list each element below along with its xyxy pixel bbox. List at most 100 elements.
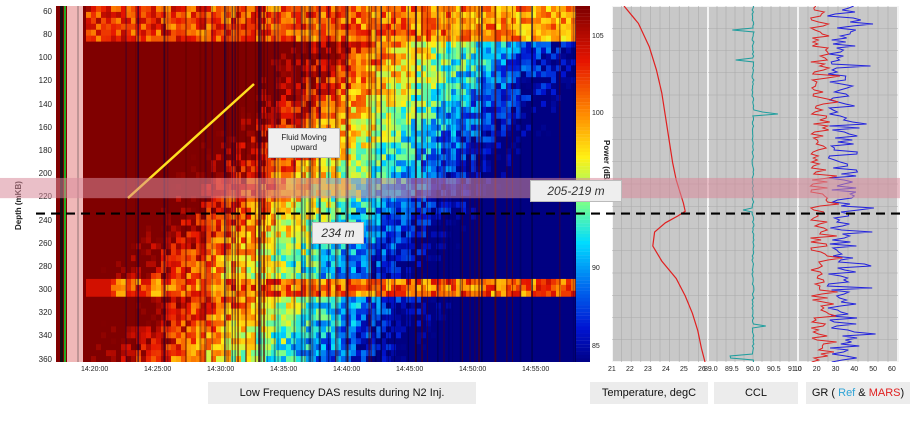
- heatmap-cell: [266, 326, 272, 333]
- heatmap-cell: [356, 148, 362, 155]
- heatmap-cell: [436, 326, 442, 333]
- heatmap-cell: [371, 237, 377, 244]
- heatmap-cell: [456, 231, 462, 238]
- heatmap-cell: [171, 278, 177, 286]
- heatmap-cell: [241, 95, 247, 102]
- heatmap-cell: [371, 344, 377, 351]
- heatmap-cell: [171, 189, 177, 197]
- heatmap-cell: [126, 219, 132, 226]
- heatmap-cell: [391, 273, 397, 280]
- heatmap-cell: [421, 17, 427, 25]
- heatmap-cell: [176, 89, 182, 96]
- heatmap-cell: [351, 130, 357, 137]
- heatmap-cell: [151, 65, 157, 72]
- heatmap-cell: [201, 225, 207, 232]
- heatmap-cell: [471, 302, 477, 309]
- heatmap-cell: [486, 350, 492, 357]
- heatmap-cell: [456, 29, 462, 37]
- heatmap-cell: [436, 6, 442, 13]
- heatmap-cell: [281, 261, 287, 268]
- heatmap-cell: [296, 207, 302, 215]
- heatmap-cell: [241, 356, 247, 362]
- heatmap-cell: [196, 17, 202, 25]
- heatmap-cell: [416, 201, 422, 209]
- heatmap-cell: [86, 160, 92, 167]
- heatmap-cell: [186, 29, 192, 37]
- heatmap-cell: [121, 35, 127, 42]
- heatmap-cell: [86, 273, 92, 280]
- heatmap-cell: [296, 201, 302, 209]
- heatmap-cell: [131, 231, 137, 238]
- heatmap-cell: [351, 332, 357, 339]
- heatmap-cell: [276, 89, 282, 96]
- heatmap-cell: [221, 124, 227, 131]
- heatmap-cell: [391, 237, 397, 244]
- heatmap-cell: [376, 35, 382, 42]
- heatmap-cell: [291, 273, 297, 280]
- heatmap-cell: [396, 332, 402, 339]
- heatmap-cell: [171, 47, 177, 54]
- heatmap-cell: [271, 332, 277, 339]
- heatmap-cell: [381, 255, 387, 262]
- heatmap-cell: [181, 6, 187, 13]
- heatmap-cell: [496, 53, 502, 60]
- heatmap-cell: [486, 148, 492, 155]
- heatmap-cell: [301, 296, 307, 304]
- heatmap-cell: [491, 267, 497, 274]
- heatmap-cell: [221, 41, 227, 48]
- heatmap-cell: [176, 267, 182, 274]
- heatmap-cell: [291, 106, 297, 114]
- heatmap-cell: [461, 273, 467, 280]
- heatmap-cell: [461, 59, 467, 66]
- heatmap-cell: [141, 100, 147, 108]
- heatmap-cell: [201, 106, 207, 114]
- heatmap-cell: [86, 136, 92, 143]
- heatmap-cell: [376, 71, 382, 78]
- heatmap-cell: [346, 344, 352, 351]
- heatmap-cell: [176, 189, 182, 197]
- heatmap-cell: [321, 314, 327, 321]
- heatmap-cell: [206, 302, 212, 309]
- heatmap-cell: [231, 118, 237, 126]
- heatmap-cell: [131, 130, 137, 137]
- heatmap-cell: [461, 23, 467, 31]
- heatmap-cell: [496, 118, 502, 126]
- heatmap-cell: [246, 83, 252, 90]
- heatmap-cell: [151, 201, 157, 209]
- heatmap-cell: [86, 184, 92, 191]
- heatmap-cell: [156, 148, 162, 155]
- heatmap-cell: [466, 172, 472, 179]
- heatmap-cell: [336, 302, 342, 309]
- heatmap-cell: [306, 278, 312, 286]
- heatmap-cell: [126, 213, 132, 220]
- heatmap-cell: [146, 267, 152, 274]
- heatmap-cell: [286, 273, 292, 280]
- heatmap-cell: [371, 195, 377, 203]
- heatmap-cell: [141, 41, 147, 48]
- heatmap-cell: [206, 6, 212, 13]
- heatmap-cell: [101, 302, 107, 309]
- heatmap-cell: [496, 296, 502, 304]
- heatmap-cell: [481, 296, 487, 304]
- heatmap-cell: [401, 142, 407, 149]
- heatmap-cell: [111, 124, 117, 131]
- heatmap-cell: [471, 106, 477, 114]
- heatmap-cell: [101, 314, 107, 321]
- heatmap-cell: [176, 243, 182, 250]
- heatmap-cell: [231, 53, 237, 60]
- heatmap-cell: [241, 350, 247, 357]
- heatmap-cell: [151, 11, 157, 19]
- heatmap-cell: [131, 213, 137, 220]
- heatmap-cell: [351, 314, 357, 321]
- heatmap-cell: [171, 332, 177, 339]
- heatmap-cell: [221, 166, 227, 173]
- heatmap-cell: [381, 213, 387, 220]
- heatmap-cell: [131, 142, 137, 149]
- heatmap-cell: [276, 344, 282, 351]
- heatmap-cell: [301, 231, 307, 238]
- heatmap-cell: [246, 59, 252, 66]
- heatmap-cell: [431, 261, 437, 268]
- heatmap-cell: [341, 326, 347, 333]
- heatmap-cell: [106, 154, 112, 161]
- heatmap-cell: [296, 47, 302, 54]
